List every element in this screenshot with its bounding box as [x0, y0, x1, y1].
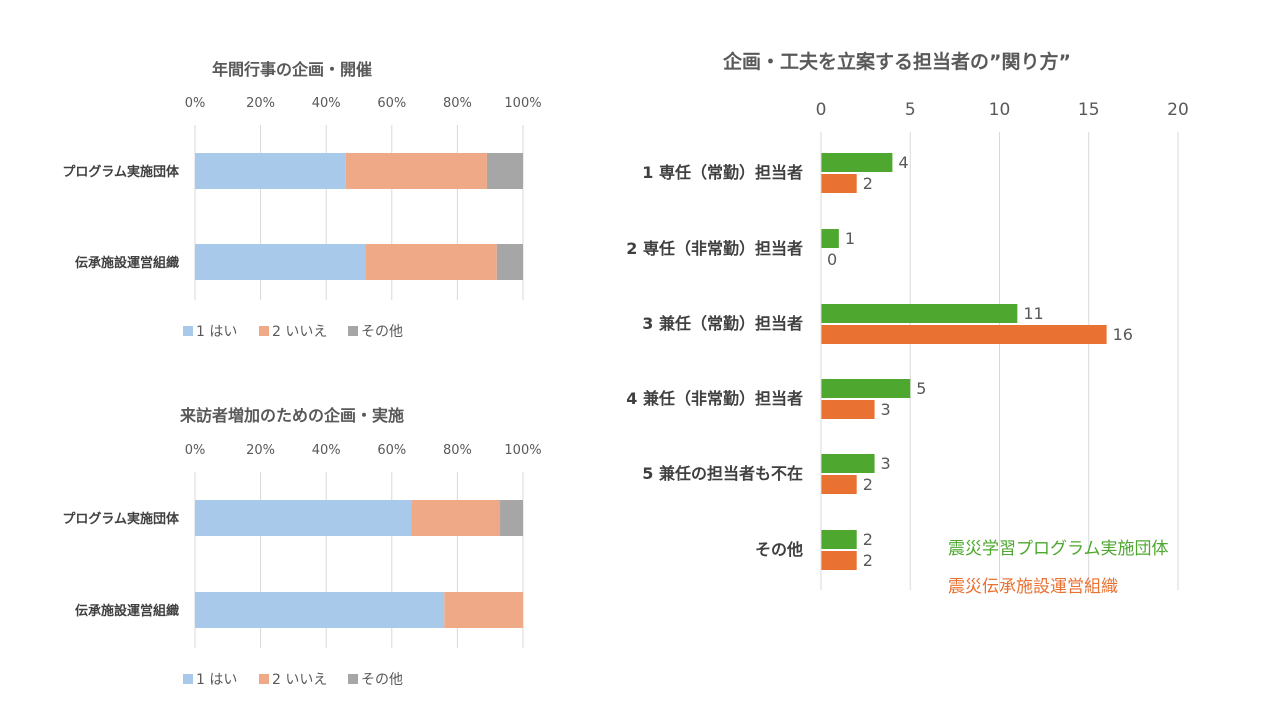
legend-swatch [259, 326, 269, 336]
category-label: 伝承施設運営組織 [75, 255, 179, 271]
bar [821, 551, 857, 570]
bar-segment [195, 500, 412, 536]
bar-segment [195, 592, 445, 628]
data-label: 2 [863, 475, 873, 494]
data-label: 0 [827, 250, 837, 269]
bar [821, 304, 1018, 323]
x-tick-label: 60% [377, 96, 406, 111]
category-label: 4 兼任（非常勤）担当者 [626, 389, 803, 408]
x-tick-label: 60% [377, 443, 406, 458]
legend-swatch [259, 674, 269, 684]
x-tick-label: 0% [185, 443, 206, 458]
x-tick-label: 20 [1167, 100, 1189, 120]
bar [821, 174, 857, 193]
category-label: その他 [755, 540, 803, 559]
category-label: プログラム実施団体 [62, 511, 180, 527]
legend-label: 1 はい [196, 672, 237, 688]
chart-title: 企画・工夫を立案する担当者の”関り方” [722, 50, 1071, 73]
legend-label: 2 いいえ [272, 672, 327, 688]
x-tick-label: 80% [443, 443, 472, 458]
data-label: 3 [881, 400, 891, 419]
bar-segment [195, 153, 346, 189]
data-label: 5 [916, 379, 926, 398]
x-tick-label: 0 [816, 100, 827, 120]
bar-segment [500, 500, 523, 536]
legend-label: 震災伝承施設運営組織 [948, 577, 1118, 597]
chart-title: 来訪者増加のための企画・実施 [179, 406, 404, 425]
category-label: 伝承施設運営組織 [75, 603, 179, 619]
x-tick-label: 15 [1078, 100, 1100, 120]
legend-swatch [348, 674, 358, 684]
legend-label: 2 いいえ [272, 324, 327, 340]
legend-label: その他 [361, 324, 403, 340]
bar-segment [411, 500, 501, 536]
category-label: 3 兼任（常勤）担当者 [642, 314, 803, 333]
x-tick-label: 20% [246, 96, 275, 111]
bar-segment [365, 244, 497, 280]
x-tick-label: 5 [905, 100, 916, 120]
bar-segment [486, 153, 523, 189]
data-label: 1 [845, 229, 855, 248]
data-label: 4 [898, 153, 908, 172]
category-label: プログラム実施団体 [62, 164, 180, 180]
category-label: 2 専任（非常勤）担当者 [626, 239, 803, 258]
x-tick-label: 40% [312, 96, 341, 111]
category-label: 5 兼任の担当者も不在 [642, 464, 803, 483]
data-label: 2 [863, 530, 873, 549]
stacked-chart-2: 来訪者増加のための企画・実施 0% 20% 40% 60% 80% 100% プログラム実施団… [62, 406, 541, 688]
bar-segment [444, 592, 523, 628]
legend-swatch [183, 326, 193, 336]
x-tick-label: 40% [312, 443, 341, 458]
data-label: 2 [863, 174, 873, 193]
bar [821, 325, 1107, 344]
bar [821, 530, 857, 549]
category-label: 1 専任（常勤）担当者 [642, 163, 803, 182]
bar [821, 229, 839, 248]
bar-segment [496, 244, 523, 280]
legend-swatch [348, 326, 358, 336]
x-tick-label: 10 [989, 100, 1011, 120]
data-label: 3 [881, 454, 891, 473]
bar-segment [345, 153, 487, 189]
data-label: 11 [1023, 304, 1043, 323]
chart-title: 年間行事の企画・開催 [212, 60, 372, 79]
stacked-chart-1: 年間行事の企画・開催 0% 20% 40% 60% 80% 100% プログラム実施団体伝承施… [62, 60, 541, 340]
legend-label: その他 [361, 672, 403, 688]
bar [821, 153, 893, 172]
x-tick-label: 100% [504, 96, 541, 111]
bar [821, 454, 875, 473]
legend-label: 1 はい [196, 324, 237, 340]
bar [821, 379, 911, 398]
grouped-bar-chart: 企画・工夫を立案する担当者の”関り方”0 5 10 15 201 専任（常勤）担当者42… [626, 50, 1189, 597]
x-tick-label: 80% [443, 96, 472, 111]
x-tick-label: 100% [504, 443, 541, 458]
bar [821, 475, 857, 494]
legend-label: 震災学習プログラム実施団体 [948, 539, 1169, 559]
data-label: 16 [1113, 325, 1133, 344]
bar-segment [195, 244, 366, 280]
x-tick-label: 0% [185, 96, 206, 111]
data-label: 2 [863, 551, 873, 570]
bar [821, 400, 875, 419]
x-tick-label: 20% [246, 443, 275, 458]
legend-swatch [183, 674, 193, 684]
